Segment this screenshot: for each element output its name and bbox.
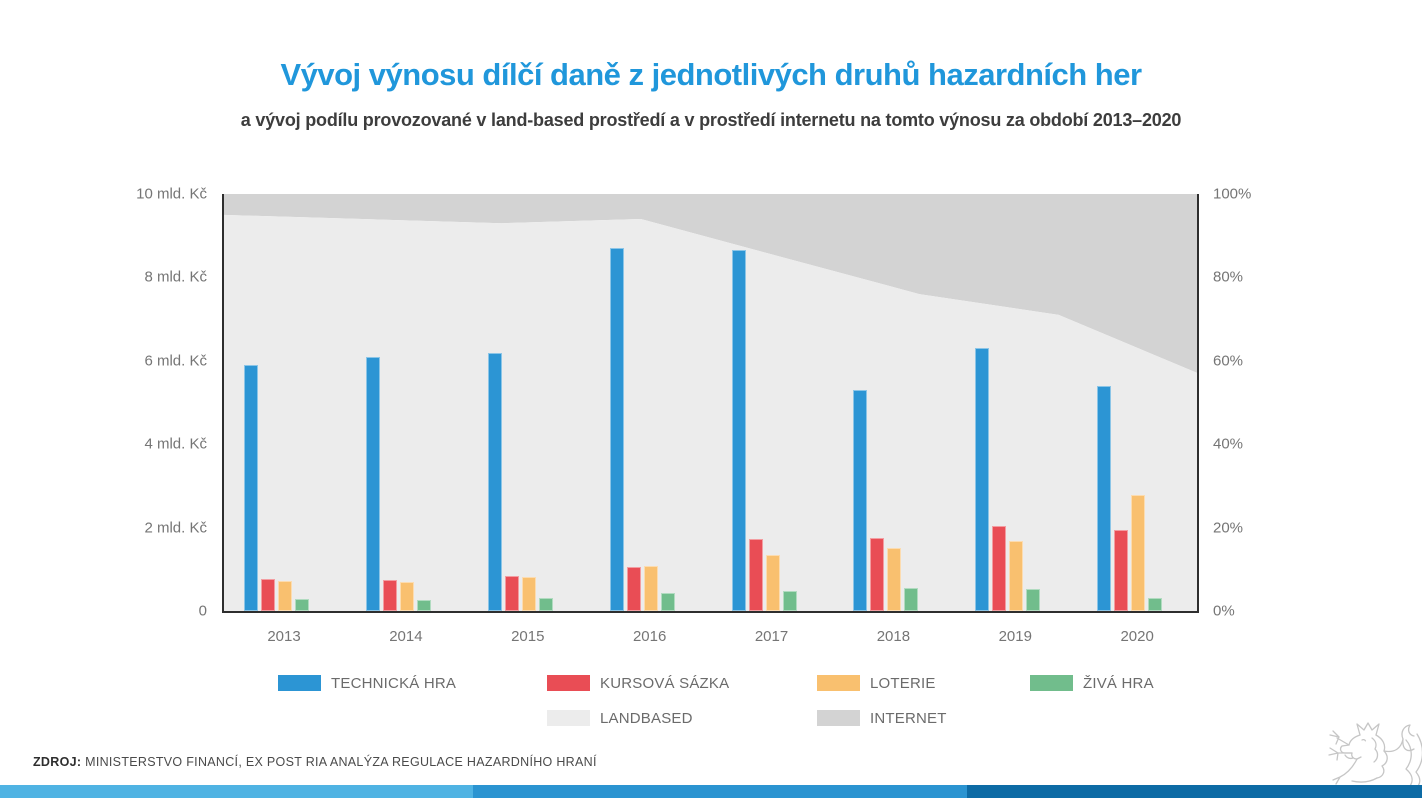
- bar-loterie-2016: [643, 566, 658, 611]
- internet-area: [223, 194, 1198, 374]
- legend-label: KURSOVÁ SÁZKA: [600, 674, 730, 692]
- bar-kursov-s-zka-2018: [870, 537, 885, 611]
- left-axis-tick: 10 mld. Kč: [136, 185, 207, 203]
- bar-kursov-s-zka-2013: [261, 578, 275, 611]
- bar--iv-hra-2017: [782, 591, 797, 611]
- bar-technick-hra-2017: [731, 250, 746, 611]
- x-axis-year-label: 2013: [267, 628, 301, 645]
- bar-loterie-2020: [1131, 495, 1146, 611]
- left-axis-line: [222, 194, 224, 613]
- legend-label: TECHNICKÁ HRA: [331, 674, 457, 692]
- left-axis-tick: 6 mld. Kč: [144, 352, 207, 370]
- legend-label: ŽIVÁ HRA: [1083, 674, 1154, 692]
- footer-color-bar: [0, 785, 1422, 798]
- bar-technick-hra-2013: [244, 365, 258, 611]
- right-axis-tick: 80%: [1213, 268, 1244, 286]
- left-axis-tick: 0: [198, 602, 207, 620]
- legend-item-loterie: LOTERIE: [817, 674, 936, 692]
- x-axis-year-label: 2017: [754, 628, 789, 645]
- x-axis-year-label: 2018: [876, 628, 911, 645]
- bar-kursov-s-zka-2019: [992, 525, 1007, 611]
- bottom-axis-line: [222, 611, 1199, 613]
- x-axis-year-label: 2015: [511, 628, 545, 645]
- legend-item-kursov-s-zka: KURSOVÁ SÁZKA: [547, 674, 730, 692]
- legend-swatch: [278, 675, 321, 691]
- x-axis-year-label: 2019: [998, 628, 1032, 645]
- source-text: MINISTERSTVO FINANCÍ, EX POST RIA ANALÝZ…: [81, 755, 597, 769]
- right-axis-line: [1197, 194, 1199, 613]
- right-axis-tick-labels: 100% 80% 60% 40% 20% 0%: [1213, 186, 1303, 620]
- plot-area: [222, 194, 1199, 613]
- stacked-area-chart: [223, 194, 1198, 611]
- legend-item-landbased: LANDBASED: [547, 709, 693, 727]
- bar--iv-hra-2020: [1148, 598, 1163, 611]
- bar-technick-hra-2018: [853, 390, 868, 611]
- bar-loterie-2019: [1009, 540, 1024, 611]
- bar--iv-hra-2014: [416, 599, 431, 611]
- bar-technick-hra-2020: [1097, 385, 1112, 611]
- right-axis-tick: 40%: [1213, 435, 1244, 453]
- legend-swatch: [817, 710, 860, 726]
- left-axis-tick: 8 mld. Kč: [144, 268, 207, 286]
- bar-loterie-2015: [521, 577, 536, 611]
- bar-technick-hra-2015: [487, 352, 502, 611]
- bar-technick-hra-2016: [609, 248, 624, 611]
- footer-bar-segment-3: [967, 785, 1422, 798]
- bar-kursov-s-zka-2020: [1114, 530, 1129, 611]
- bar-technick-hra-2019: [975, 348, 990, 611]
- bar--iv-hra-2018: [904, 588, 919, 611]
- right-axis-tick: 0%: [1213, 602, 1235, 620]
- source-note: ZDROJ: MINISTERSTVO FINANCÍ, EX POST RIA…: [33, 755, 597, 769]
- legend-item-technick-hra: TECHNICKÁ HRA: [278, 674, 457, 692]
- bar--iv-hra-2019: [1026, 588, 1041, 611]
- x-axis-year-label: 2014: [389, 628, 423, 645]
- bar-loterie-2014: [399, 582, 414, 611]
- x-axis-year-labels: 2013 2014 2015 2016 2017 2018 2019 2020: [223, 628, 1198, 650]
- legend-label: LANDBASED: [600, 709, 693, 727]
- legend-label: INTERNET: [870, 709, 947, 727]
- right-axis-tick: 100%: [1213, 185, 1252, 203]
- source-label: ZDROJ:: [33, 755, 82, 769]
- bar--iv-hra-2013: [295, 599, 309, 611]
- landbased-area: [223, 214, 1198, 611]
- chart-subtitle: a vývoj podílu provozované v land-based …: [240, 110, 1182, 130]
- chart-title: Vývoj výnosu dílčí daně z jednotlivých d…: [280, 57, 1142, 92]
- bar-loterie-2017: [765, 555, 780, 611]
- left-axis-tick-labels: 10 mld. Kč 8 mld. Kč 6 mld. Kč 4 mld. Kč 2 m…: [0, 186, 207, 620]
- legend-swatch: [817, 675, 860, 691]
- bar-kursov-s-zka-2014: [382, 580, 397, 611]
- bar-kursov-s-zka-2015: [504, 575, 519, 611]
- bar-technick-hra-2014: [365, 356, 380, 611]
- bar--iv-hra-2015: [538, 598, 553, 611]
- czech-lion-logo-icon: [1328, 722, 1422, 786]
- x-axis-year-label: 2016: [632, 628, 667, 645]
- legend-swatch: [547, 675, 590, 691]
- bar-loterie-2018: [887, 547, 902, 611]
- legend-swatch: [547, 710, 590, 726]
- bar-loterie-2013: [278, 580, 292, 611]
- bar--iv-hra-2016: [660, 592, 675, 611]
- right-axis-tick: 20%: [1213, 519, 1244, 537]
- bar-kursov-s-zka-2016: [626, 567, 641, 611]
- left-axis-tick: 2 mld. Kč: [144, 519, 207, 537]
- right-axis-tick: 60%: [1213, 352, 1244, 370]
- left-axis-tick: 4 mld. Kč: [144, 435, 207, 453]
- x-axis-year-label: 2020: [1120, 628, 1154, 645]
- bar-kursov-s-zka-2017: [748, 539, 763, 611]
- legend-item--iv-hra: ŽIVÁ HRA: [1030, 674, 1154, 692]
- footer-bar-segment-2: [473, 785, 967, 798]
- legend-item-internet: INTERNET: [817, 709, 947, 727]
- legend-swatch: [1030, 675, 1073, 691]
- legend-label: LOTERIE: [870, 674, 936, 692]
- footer-bar-segment-1: [0, 785, 473, 798]
